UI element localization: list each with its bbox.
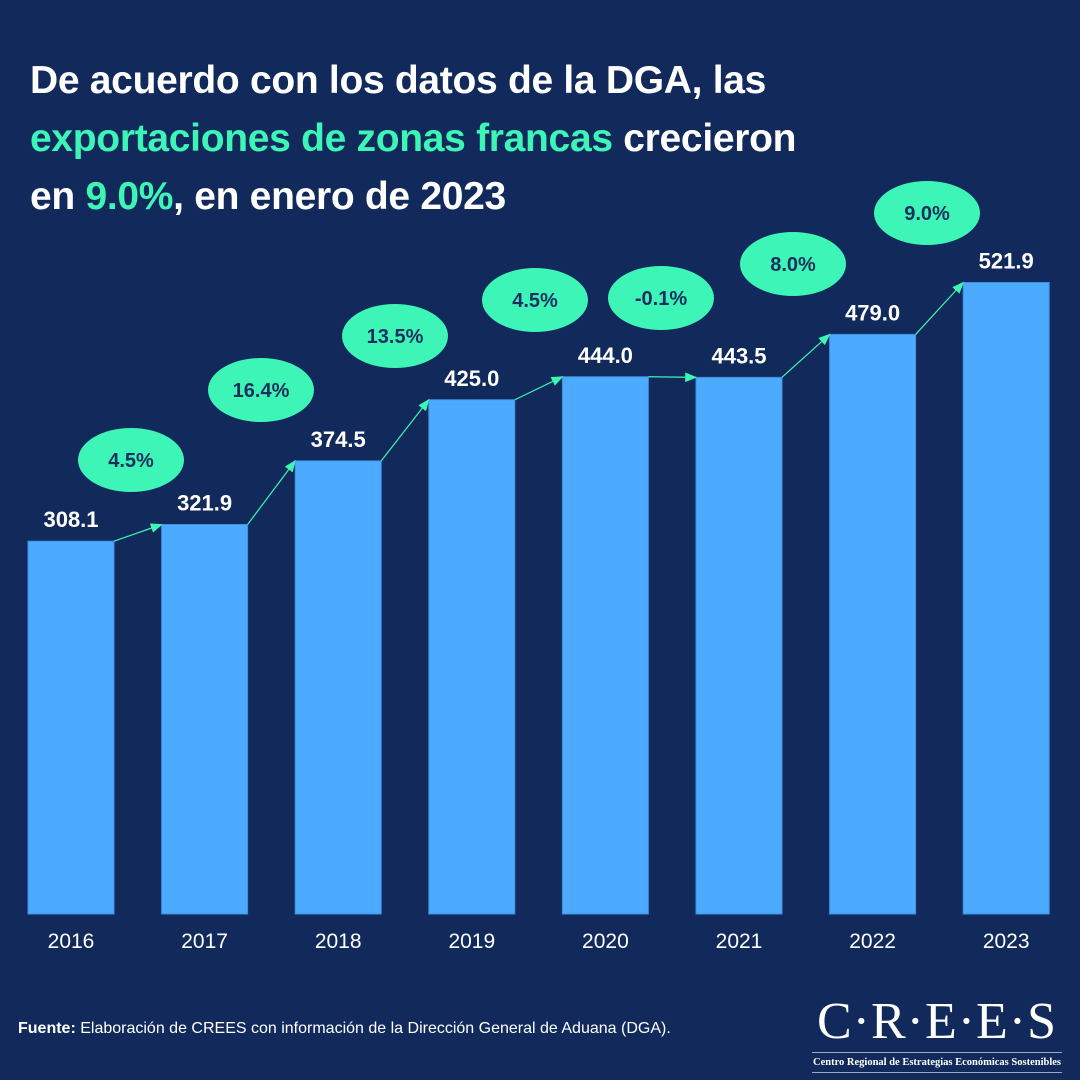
growth-arrow-6 bbox=[781, 333, 831, 378]
title-highlight-1: exportaciones de zonas francas bbox=[30, 117, 613, 160]
growth-label-1: 4.5% bbox=[108, 450, 154, 472]
value-label-2021: 443.5 bbox=[711, 343, 766, 368]
title-line-1: De acuerdo con los datos de la DGA, las bbox=[30, 59, 767, 102]
value-label-2017: 321.9 bbox=[177, 491, 232, 516]
bar-2018 bbox=[294, 460, 382, 915]
value-label-2023: 521.9 bbox=[979, 249, 1034, 274]
value-label-2016: 308.1 bbox=[43, 507, 98, 532]
bar-2021 bbox=[695, 376, 783, 915]
growth-label-5: -0.1% bbox=[635, 288, 687, 310]
x-tick-2021: 2021 bbox=[716, 930, 763, 953]
growth-label-4: 4.5% bbox=[512, 290, 558, 312]
growth-arrow-2 bbox=[247, 459, 296, 525]
growth-bubble-2 bbox=[208, 358, 314, 422]
x-tick-2020: 2020 bbox=[582, 930, 629, 953]
value-label-2022: 479.0 bbox=[845, 300, 900, 325]
source-label: Fuente: bbox=[18, 1020, 76, 1037]
bar-2023 bbox=[962, 282, 1050, 915]
logo-name: C·R·E·E·S bbox=[816, 993, 1058, 1050]
crees-logo: C·R·E·E·S Centro Regional de Estrategias… bbox=[812, 994, 1062, 1073]
growth-label-3: 13.5% bbox=[367, 326, 424, 348]
title-line-2: crecieron bbox=[612, 117, 797, 160]
growth-label-6: 8.0% bbox=[770, 254, 816, 276]
growth-bubble-5 bbox=[608, 266, 714, 330]
bar-2016 bbox=[27, 540, 115, 915]
x-tick-2017: 2017 bbox=[181, 930, 228, 953]
growth-bubble-3 bbox=[342, 304, 448, 368]
x-tick-2023: 2023 bbox=[983, 930, 1030, 953]
x-tick-2016: 2016 bbox=[48, 930, 95, 953]
growth-label-7: 9.0% bbox=[904, 203, 950, 225]
bar-2020 bbox=[561, 376, 649, 915]
x-tick-2018: 2018 bbox=[315, 930, 362, 953]
growth-bubble-1 bbox=[78, 428, 184, 492]
growth-label-2: 16.4% bbox=[233, 380, 290, 402]
page-title: De acuerdo con los datos de la DGA, las … bbox=[30, 52, 1030, 226]
value-label-2020: 444.0 bbox=[578, 343, 633, 368]
bar-2022 bbox=[829, 333, 917, 915]
title-line-3: , en enero de 2023 bbox=[173, 175, 506, 218]
growth-arrow-5 bbox=[648, 372, 698, 383]
value-label-2019: 425.0 bbox=[444, 366, 499, 391]
title-highlight-2: 9.0% bbox=[85, 175, 174, 218]
growth-bubble-7 bbox=[874, 181, 980, 245]
x-tick-2019: 2019 bbox=[448, 930, 495, 953]
x-tick-2022: 2022 bbox=[849, 930, 896, 953]
growth-bubble-4 bbox=[482, 268, 588, 332]
source-text: Elaboración de CREES con información de … bbox=[75, 1020, 671, 1037]
bar-2019 bbox=[428, 399, 516, 915]
growth-arrow-3 bbox=[380, 398, 430, 462]
growth-arrow-7 bbox=[915, 281, 965, 335]
bar-2017 bbox=[161, 524, 249, 915]
source-note: Fuente: Elaboración de CREES con informa… bbox=[18, 1020, 671, 1038]
title-line-3-pre: en bbox=[30, 175, 86, 218]
growth-arrow-1 bbox=[113, 523, 163, 542]
value-label-2018: 374.5 bbox=[311, 427, 366, 452]
growth-arrow-4 bbox=[514, 376, 564, 401]
growth-bubble-6 bbox=[740, 232, 846, 296]
logo-subtitle: Centro Regional de Estrategias Económica… bbox=[812, 1052, 1062, 1073]
